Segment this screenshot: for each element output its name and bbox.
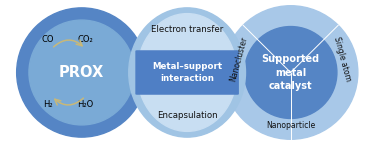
Text: Electron transfer: Electron transfer [151, 25, 223, 34]
Text: H₂: H₂ [43, 100, 53, 109]
Text: PROX: PROX [59, 65, 104, 80]
Ellipse shape [129, 8, 245, 137]
Text: Encapsulation: Encapsulation [157, 111, 217, 120]
Ellipse shape [29, 20, 135, 125]
Ellipse shape [17, 8, 147, 137]
Text: CO₂: CO₂ [77, 35, 93, 44]
Text: Nanocluster: Nanocluster [228, 35, 249, 82]
Text: Metal–support
interaction: Metal–support interaction [152, 62, 222, 83]
FancyBboxPatch shape [135, 50, 239, 95]
Text: Supported
metal
catalyst: Supported metal catalyst [262, 54, 320, 91]
Ellipse shape [245, 27, 337, 118]
Text: Nanoparticle: Nanoparticle [266, 121, 315, 130]
Text: Single atom: Single atom [332, 35, 353, 82]
Ellipse shape [223, 6, 358, 139]
Ellipse shape [137, 14, 237, 131]
Text: H₂O: H₂O [77, 100, 94, 109]
Text: CO: CO [42, 35, 54, 44]
